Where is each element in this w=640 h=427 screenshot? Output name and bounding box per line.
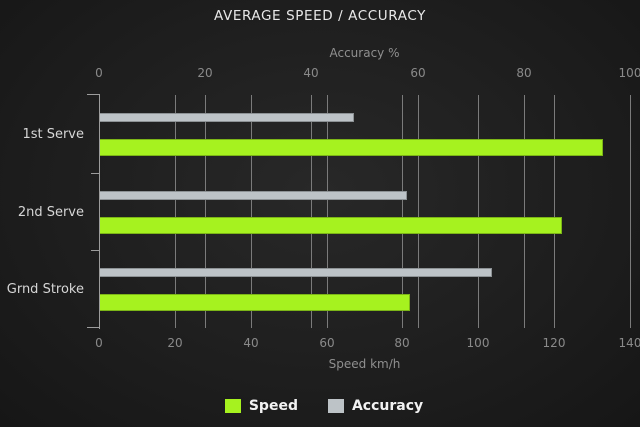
gridline [205,95,206,328]
axis-corner-bottom [87,327,100,328]
top-axis-tick-label: 40 [303,66,319,80]
legend: Speed Accuracy [0,398,640,414]
bottom-axis-tick-label: 100 [466,336,490,350]
speed-bar [99,294,410,312]
accuracy-bar [99,190,407,200]
gridline [251,95,252,328]
axis-corner-top [87,94,100,95]
legend-label-accuracy: Accuracy [351,398,424,414]
bottom-axis-title: Speed km/h [328,357,401,371]
legend-item-accuracy[interactable]: Accuracy [327,398,424,414]
top-axis-tick-label: 100 [618,66,640,80]
gridline [418,95,419,328]
top-axis-tick-label: 20 [197,66,213,80]
gridline [311,95,312,328]
legend-item-speed[interactable]: Speed [224,398,298,414]
category-label: 1st Serve [22,127,84,142]
category-boundary-tick [91,250,99,251]
legend-swatch-accuracy-icon [327,399,344,413]
legend-label-speed: Speed [248,398,298,414]
category-label: 2nd Serve [17,204,84,220]
accuracy-bar [99,113,354,122]
gridline [402,95,403,328]
bottom-axis-tick-label: 40 [243,336,259,350]
bottom-axis-tick-label: 60 [319,336,335,350]
chart-title: AVERAGE SPEED / ACCURACY [214,8,426,24]
top-axis-title: Accuracy % [329,46,400,60]
top-axis-tick-label: 80 [516,66,532,80]
category-boundary-tick [91,173,99,174]
gridline [524,95,525,328]
legend-swatch-speed-icon [224,399,241,413]
category-axis-line [99,94,100,329]
gridline [554,95,555,328]
top-axis-tick-label: 60 [410,66,426,80]
gridline [630,95,631,328]
gridline [175,95,176,328]
bottom-axis-tick-label: 120 [542,336,566,350]
bottom-axis-tick-label: 80 [394,336,410,350]
bottom-axis-tick-label: 0 [95,336,103,350]
gridline [478,95,479,328]
gridline [327,95,328,328]
accuracy-bar [99,268,492,278]
speed-bar [99,139,604,156]
top-axis-tick-label: 0 [95,66,103,80]
bottom-axis-tick-label: 20 [167,336,183,350]
bottom-axis-tick-label: 140 [618,336,640,350]
speed-bar [99,216,562,234]
category-label: Grnd Stroke [6,282,84,298]
